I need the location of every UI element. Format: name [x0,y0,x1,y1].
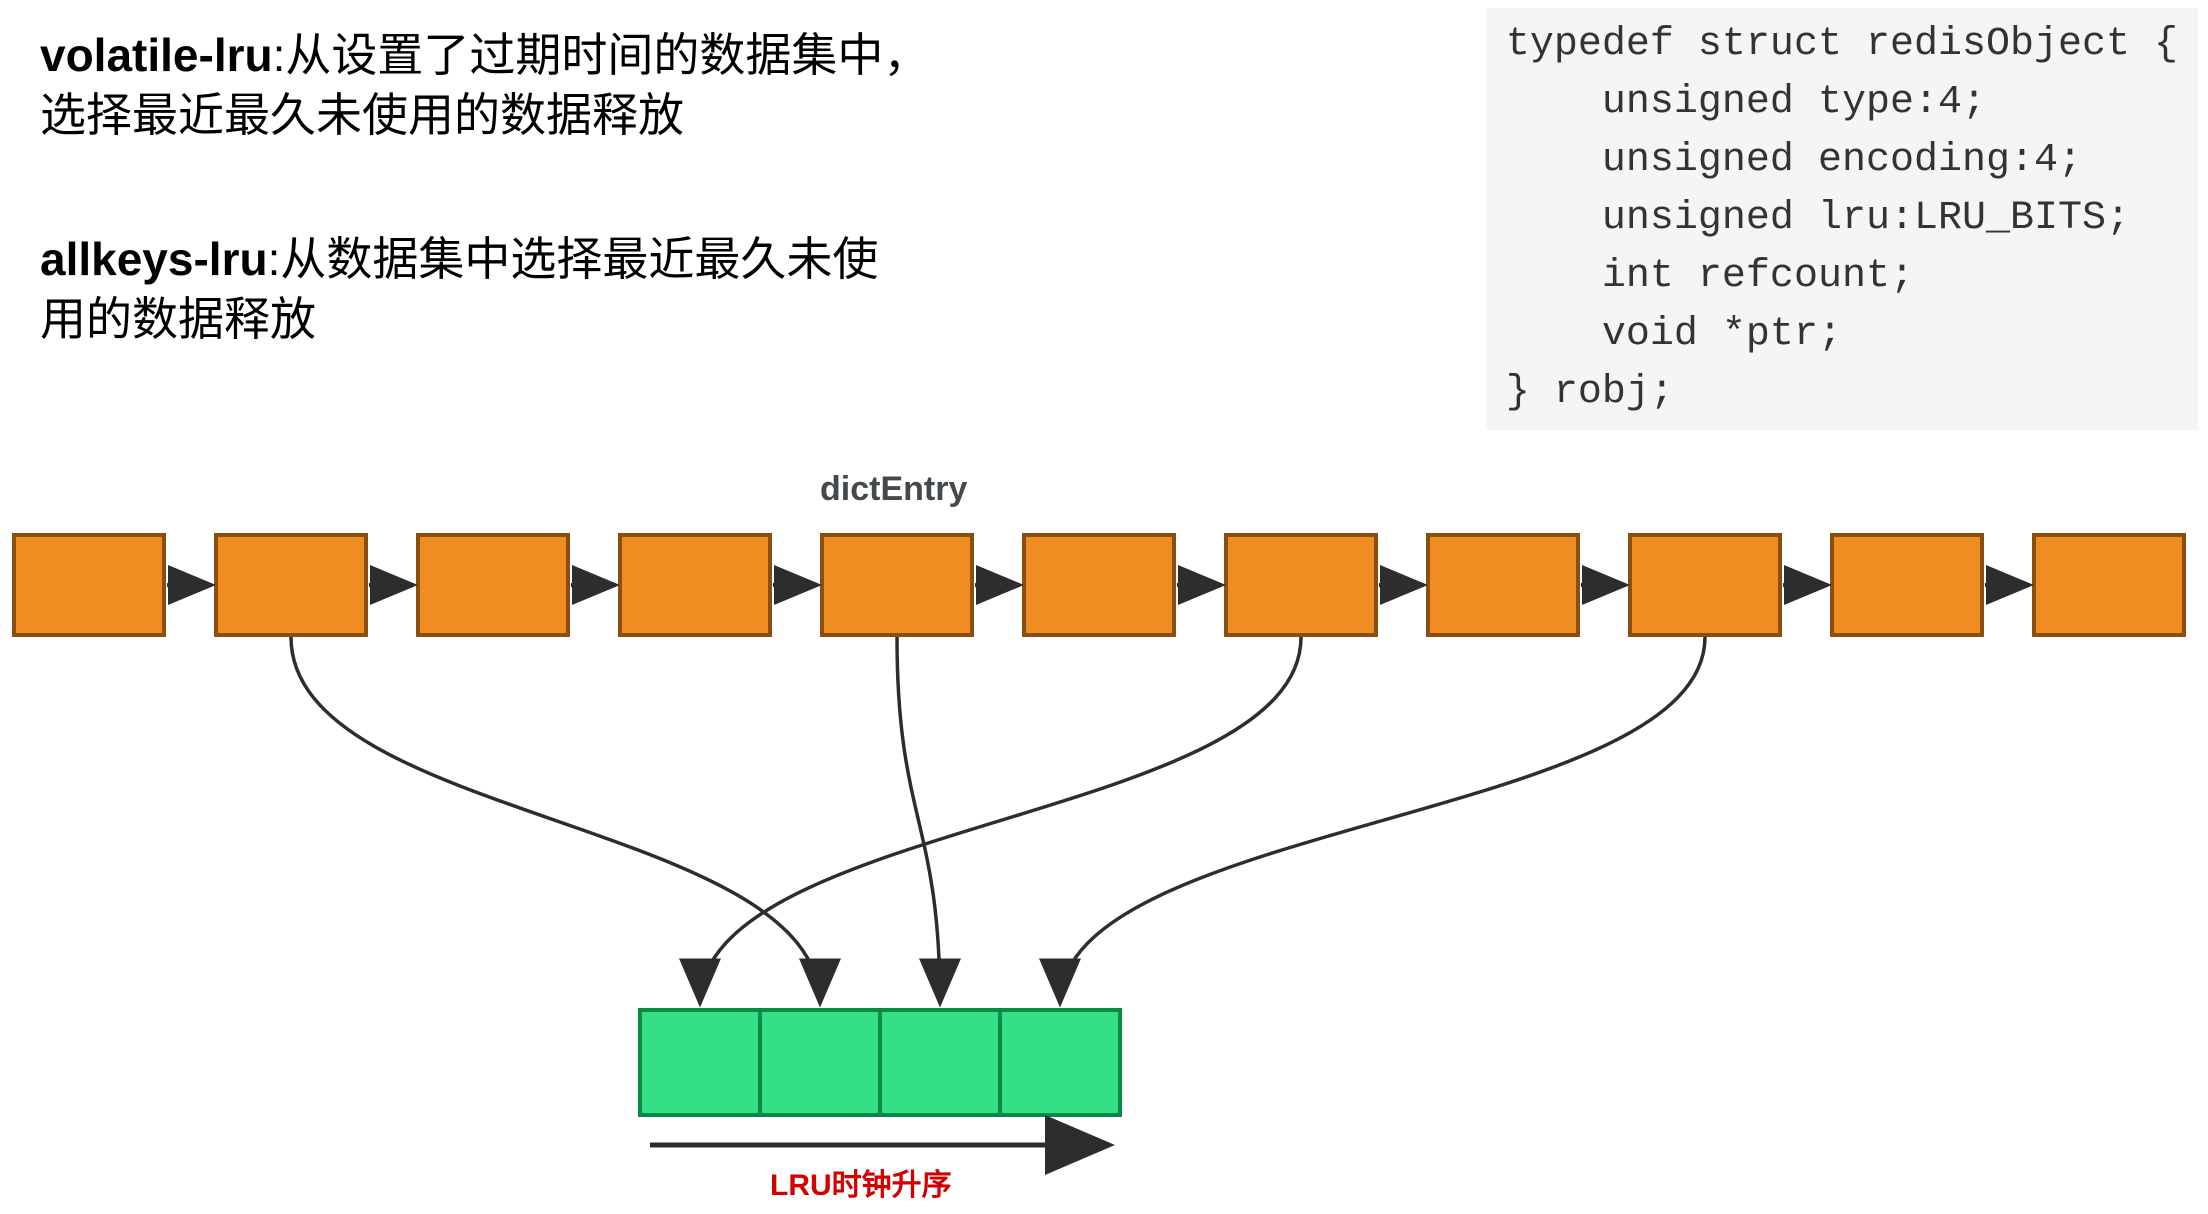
dict-entry-box [2034,535,2184,635]
sample-curve-arrow [897,637,940,1004]
lru-slot [760,1010,880,1115]
sample-curve-arrow [700,637,1301,1004]
dict-entry-box [216,535,366,635]
diagram-svg [0,0,2208,1214]
sample-curve-arrow [291,637,820,1004]
dict-entry-box [1226,535,1376,635]
dict-entry-box [1630,535,1780,635]
dict-entry-box [1832,535,1982,635]
dict-entry-box [1428,535,1578,635]
dict-entry-box [620,535,770,635]
lru-slot [1000,1010,1120,1115]
lru-slot [640,1010,760,1115]
lru-slot [880,1010,1000,1115]
dict-entry-box [14,535,164,635]
dict-entry-box [1024,535,1174,635]
dict-entry-box [822,535,972,635]
sample-curve-arrow [1060,637,1705,1004]
dict-entry-box [418,535,568,635]
